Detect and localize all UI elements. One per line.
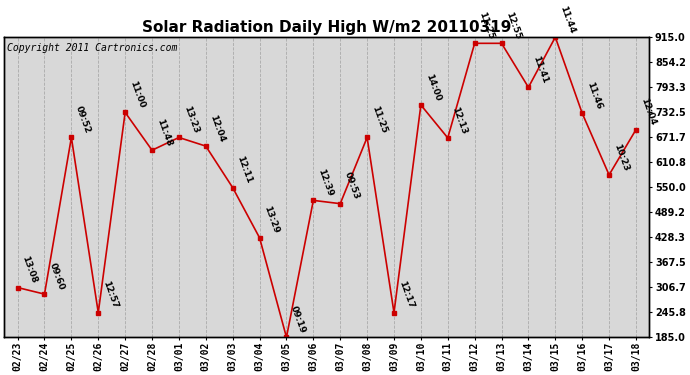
Text: 11:44: 11:44 [558,4,576,34]
Text: 14:00: 14:00 [424,72,442,102]
Text: 12:04: 12:04 [639,97,657,127]
Text: 12:04: 12:04 [208,113,227,143]
Text: 10:23: 10:23 [612,142,630,172]
Text: 11:00: 11:00 [128,80,146,110]
Text: 12:55: 12:55 [504,10,522,40]
Text: 11:46: 11:46 [585,80,603,111]
Text: 09:53: 09:53 [343,171,362,201]
Text: 11:25: 11:25 [477,10,495,40]
Text: 11:48: 11:48 [155,117,173,147]
Text: 12:11: 12:11 [235,155,254,185]
Text: 11:41: 11:41 [531,54,549,84]
Text: 13:29: 13:29 [262,205,281,235]
Text: 12:57: 12:57 [101,280,119,310]
Title: Solar Radiation Daily High W/m2 20110319: Solar Radiation Daily High W/m2 20110319 [142,20,511,34]
Text: 09:19: 09:19 [289,304,308,334]
Text: 12:17: 12:17 [397,280,415,310]
Text: 11:25: 11:25 [370,105,388,135]
Text: 12:39: 12:39 [316,168,335,198]
Text: 09:52: 09:52 [74,105,92,135]
Text: 13:08: 13:08 [21,255,39,285]
Text: 13:23: 13:23 [181,105,200,135]
Text: 12:13: 12:13 [451,105,469,135]
Text: 09:60: 09:60 [48,261,66,291]
Text: Copyright 2011 Cartronics.com: Copyright 2011 Cartronics.com [8,43,178,53]
